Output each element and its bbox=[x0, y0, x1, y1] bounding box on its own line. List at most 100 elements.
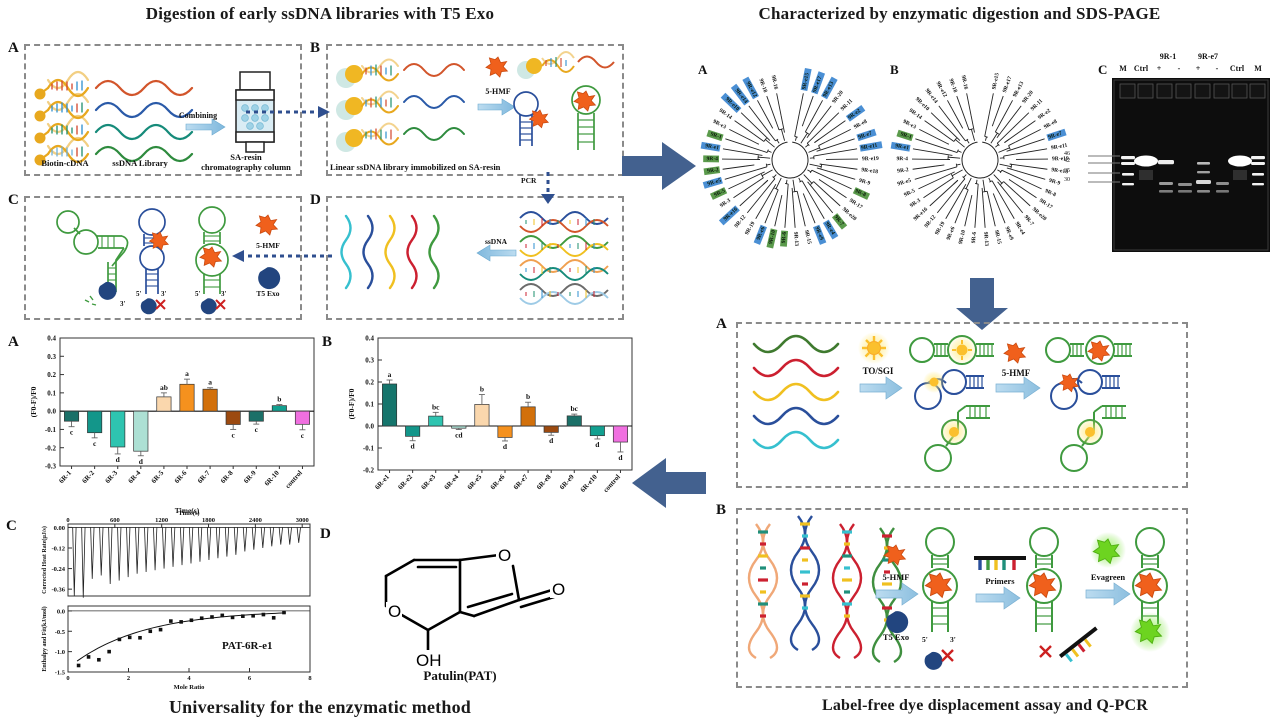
bar-chart-a: -0.3 -0.2 -0.1 0.0 0.1 0.2 0.3 0.4 (F0-F)/F0 c 6R-… bbox=[29, 335, 315, 515]
gel-lane-minus1: - bbox=[1177, 64, 1181, 73]
atom-o-carbonyl: O bbox=[552, 580, 565, 599]
svg-text:9R-18: 9R-18 bbox=[757, 78, 768, 94]
svg-text:600: 600 bbox=[110, 517, 120, 524]
chart-d-label: D bbox=[320, 526, 331, 542]
svg-text:9R-e16: 9R-e16 bbox=[723, 206, 740, 222]
svg-text:-0.2: -0.2 bbox=[363, 467, 375, 475]
svg-text:9R-e14: 9R-e14 bbox=[734, 88, 749, 105]
hmf-star-icon bbox=[485, 56, 509, 78]
svg-text:-0.3: -0.3 bbox=[45, 463, 57, 471]
q2-tree-b-label: B bbox=[890, 62, 899, 77]
svg-text:9R-e15: 9R-e15 bbox=[991, 72, 1000, 90]
svg-text:6R-10: 6R-10 bbox=[263, 469, 281, 488]
gel-lane-m1: M bbox=[1119, 64, 1127, 73]
svg-text:9R-e19: 9R-e19 bbox=[862, 156, 879, 162]
gel-mark-42: 42 bbox=[1064, 158, 1070, 164]
svg-text:9R-e17: 9R-e17 bbox=[812, 75, 823, 93]
red-x-q4b-2 bbox=[1039, 645, 1052, 658]
svg-text:9R-19: 9R-19 bbox=[934, 221, 946, 237]
svg-text:9R-2: 9R-2 bbox=[707, 167, 719, 175]
svg-text:control: control bbox=[284, 469, 304, 490]
evagreen-arrow bbox=[1085, 582, 1131, 606]
svg-text:a: a bbox=[208, 378, 212, 387]
svg-text:9R-16: 9R-16 bbox=[960, 75, 969, 90]
q1-panel-d-box bbox=[326, 196, 624, 320]
q1-dotted-connector-ab bbox=[246, 106, 330, 118]
svg-text:6R-e7: 6R-e7 bbox=[512, 473, 530, 492]
primers-arrow bbox=[975, 586, 1021, 610]
red-x-q4b bbox=[941, 649, 954, 662]
hmf-label-c: 5-HMF bbox=[256, 241, 280, 250]
svg-text:9R-18: 9R-18 bbox=[947, 78, 958, 94]
svg-text:(F0-F)/F0: (F0-F)/F0 bbox=[347, 388, 356, 419]
svg-text:9R-3: 9R-3 bbox=[719, 198, 732, 209]
svg-text:6R-e8: 6R-e8 bbox=[535, 473, 553, 492]
svg-text:9R-9: 9R-9 bbox=[1048, 178, 1061, 187]
svg-text:9R-e11: 9R-e11 bbox=[1051, 143, 1068, 152]
tosgi-label: TO/SGI bbox=[863, 366, 894, 376]
red-x-blue bbox=[155, 299, 166, 310]
svg-text:9R-e17: 9R-e17 bbox=[1002, 75, 1013, 93]
hairpin-blue bbox=[513, 91, 539, 146]
svg-text:0.4: 0.4 bbox=[47, 335, 56, 343]
gel-ladder-marks bbox=[1088, 155, 1120, 183]
svg-text:9R-17: 9R-17 bbox=[848, 198, 863, 211]
svg-text:c: c bbox=[232, 430, 236, 439]
svg-text:9R-e11: 9R-e11 bbox=[861, 143, 878, 152]
svg-text:a: a bbox=[185, 369, 189, 378]
svg-text:0.1: 0.1 bbox=[47, 389, 56, 397]
svg-text:9R-e10: 9R-e10 bbox=[724, 96, 740, 112]
q1-panel-a-box bbox=[24, 44, 302, 176]
svg-text:6R-8: 6R-8 bbox=[219, 469, 235, 485]
t5exo-label-c: T5 Exo bbox=[256, 289, 279, 298]
svg-text:d: d bbox=[595, 440, 600, 449]
svg-text:0.2: 0.2 bbox=[365, 379, 374, 387]
svg-text:9R-e7: 9R-e7 bbox=[858, 131, 873, 141]
to-sgi-dye-icon bbox=[862, 336, 886, 360]
svg-text:9R-e9: 9R-e9 bbox=[813, 226, 824, 241]
svg-text:6R-1: 6R-1 bbox=[57, 469, 73, 485]
svg-text:0.0: 0.0 bbox=[57, 608, 65, 615]
svg-text:9R-e2: 9R-e2 bbox=[1037, 108, 1052, 121]
svg-text:6R-4: 6R-4 bbox=[127, 469, 143, 485]
svg-text:control: control bbox=[602, 473, 622, 494]
evagreen-star-icon bbox=[1090, 532, 1126, 568]
gel-mark-35: 35 bbox=[1064, 168, 1070, 174]
svg-text:9R-12: 9R-12 bbox=[734, 214, 748, 229]
gel-lane-plus2: + bbox=[1195, 64, 1201, 73]
svg-text:9R-e13: 9R-e13 bbox=[1012, 81, 1025, 99]
t5exo-pacman-blue bbox=[140, 298, 157, 315]
evagreen-label: Evagreen bbox=[1091, 572, 1126, 582]
legend-t5exo-pacman bbox=[258, 267, 281, 290]
q4-panel-a-label: A bbox=[716, 316, 727, 332]
hmf-star-q4b bbox=[883, 544, 907, 566]
svg-text:-0.2: -0.2 bbox=[45, 444, 57, 452]
svg-text:9R-17: 9R-17 bbox=[1038, 198, 1053, 211]
q1-panel-b-box bbox=[326, 44, 624, 176]
q1-pcr-arrow bbox=[541, 172, 555, 204]
svg-text:(F0-F)/F0: (F0-F)/F0 bbox=[29, 386, 38, 417]
svg-text:6R-e9: 6R-e9 bbox=[558, 473, 576, 492]
svg-text:9R-e5: 9R-e5 bbox=[897, 178, 912, 188]
svg-text:Enthalpy and Fit(kJ/mol): Enthalpy and Fit(kJ/mol) bbox=[41, 606, 48, 671]
svg-text:4: 4 bbox=[187, 675, 191, 682]
q1-panel-b-label: B bbox=[310, 40, 321, 56]
q1-a-cap-library: ssDNA Library bbox=[112, 158, 168, 168]
q1-panel-c-box bbox=[24, 196, 302, 320]
end-3p-green: 3' bbox=[120, 300, 126, 308]
svg-text:cd: cd bbox=[455, 431, 463, 440]
svg-text:9R-e8: 9R-e8 bbox=[853, 119, 868, 131]
svg-text:1200: 1200 bbox=[155, 517, 168, 524]
hmf-star-on-hairpin-blue bbox=[528, 109, 550, 129]
svg-text:6R-e2: 6R-e2 bbox=[396, 473, 414, 492]
svg-text:2400: 2400 bbox=[249, 517, 262, 524]
svg-text:d: d bbox=[411, 442, 416, 451]
arrow-q4-to-q3 bbox=[632, 458, 706, 508]
svg-text:9R-e6: 9R-e6 bbox=[756, 226, 767, 241]
svg-text:9R-4: 9R-4 bbox=[706, 156, 718, 162]
t5exo-pacman-green bbox=[98, 281, 117, 300]
svg-text:2: 2 bbox=[127, 675, 130, 682]
svg-text:6R-9: 6R-9 bbox=[242, 469, 258, 485]
svg-text:Corrected Heat Rate(µJ/s): Corrected Heat Rate(µJ/s) bbox=[41, 526, 48, 594]
svg-text:1800: 1800 bbox=[202, 517, 215, 524]
